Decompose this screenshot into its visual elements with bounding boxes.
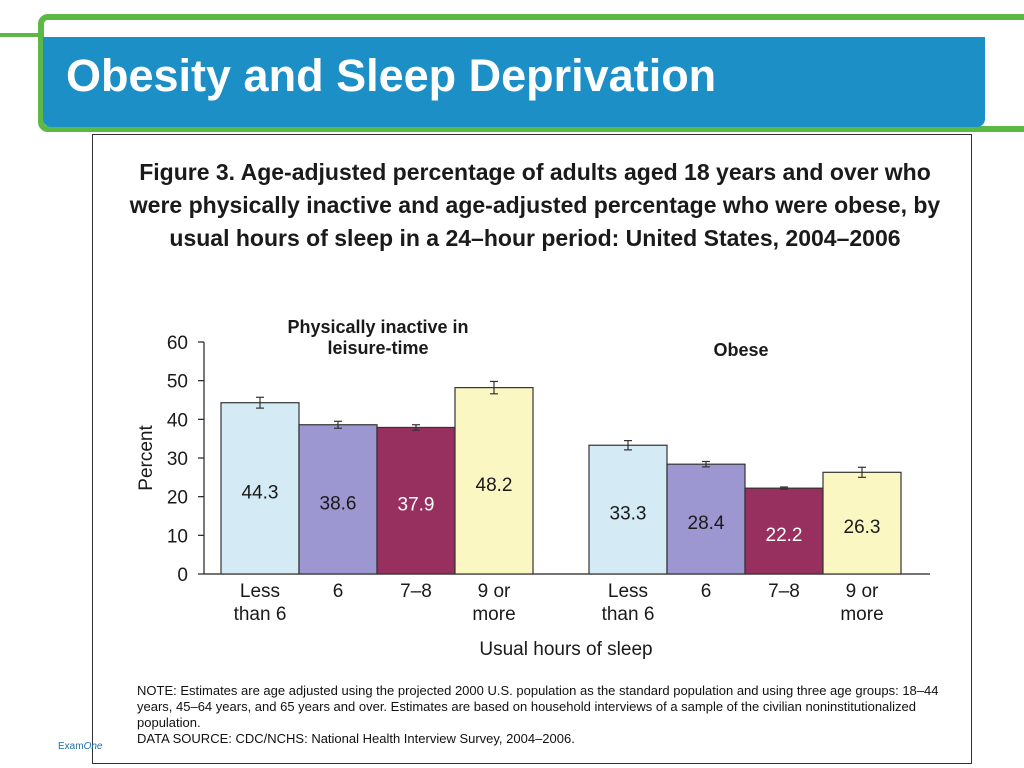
chart-note: NOTE: Estimates are age adjusted using t… xyxy=(137,683,947,747)
y-tick-label: 50 xyxy=(167,372,188,393)
bar xyxy=(376,426,456,575)
chart-title: Figure 3. Age-adjusted percentage of adu… xyxy=(129,159,941,251)
x-tick-label: than 6 xyxy=(602,604,655,625)
bar xyxy=(666,463,746,575)
x-tick-label: than 6 xyxy=(234,604,287,625)
x-tick-label: 9 or xyxy=(846,581,879,602)
group-label: leisure-time xyxy=(327,338,428,358)
group-label: Obese xyxy=(713,340,768,360)
x-tick-label: Less xyxy=(240,581,280,602)
x-tick-label: more xyxy=(840,604,883,625)
logo-text: Exam xyxy=(58,741,84,752)
y-axis-label: Percent xyxy=(136,425,157,491)
y-tick-label: 0 xyxy=(177,565,188,586)
bar xyxy=(822,471,902,575)
bar-value-label: 22.2 xyxy=(766,525,803,546)
title-bar xyxy=(43,37,985,127)
logo-text-italic: One xyxy=(83,741,103,752)
bar-value-label: 26.3 xyxy=(844,517,881,538)
bar-value-label: 28.4 xyxy=(688,513,725,534)
slide-title: Obesity and Sleep Deprivation xyxy=(66,50,717,101)
x-tick-label: 7–8 xyxy=(400,581,432,602)
bar xyxy=(298,424,378,575)
bar-value-label: 38.6 xyxy=(320,493,357,514)
x-axis-label: Usual hours of sleep xyxy=(479,639,652,660)
bar-value-label: 44.3 xyxy=(242,482,279,503)
y-tick-label: 10 xyxy=(167,526,188,547)
bar-value-label: 37.9 xyxy=(398,495,435,516)
bar xyxy=(744,487,824,575)
x-tick-label: 6 xyxy=(701,581,712,602)
y-tick-label: 30 xyxy=(167,449,188,470)
note-text: NOTE: Estimates are age adjusted using t… xyxy=(137,683,939,730)
x-tick-label: 9 or xyxy=(478,581,511,602)
bar-value-label: 33.3 xyxy=(610,504,647,525)
y-tick-label: 60 xyxy=(167,333,188,354)
bar xyxy=(454,387,534,575)
x-tick-label: 7–8 xyxy=(768,581,800,602)
x-tick-label: Less xyxy=(608,581,648,602)
y-tick-label: 20 xyxy=(167,488,188,509)
bar xyxy=(588,444,668,575)
x-tick-label: 6 xyxy=(333,581,344,602)
x-tick-label: more xyxy=(472,604,515,625)
bar-value-label: 48.2 xyxy=(476,475,513,496)
data-source-text: DATA SOURCE: CDC/NCHS: National Health I… xyxy=(137,731,575,746)
examone-logo: ExamOne xyxy=(58,741,102,752)
y-tick-label: 40 xyxy=(167,410,188,431)
group-label: Physically inactive in xyxy=(287,317,468,337)
